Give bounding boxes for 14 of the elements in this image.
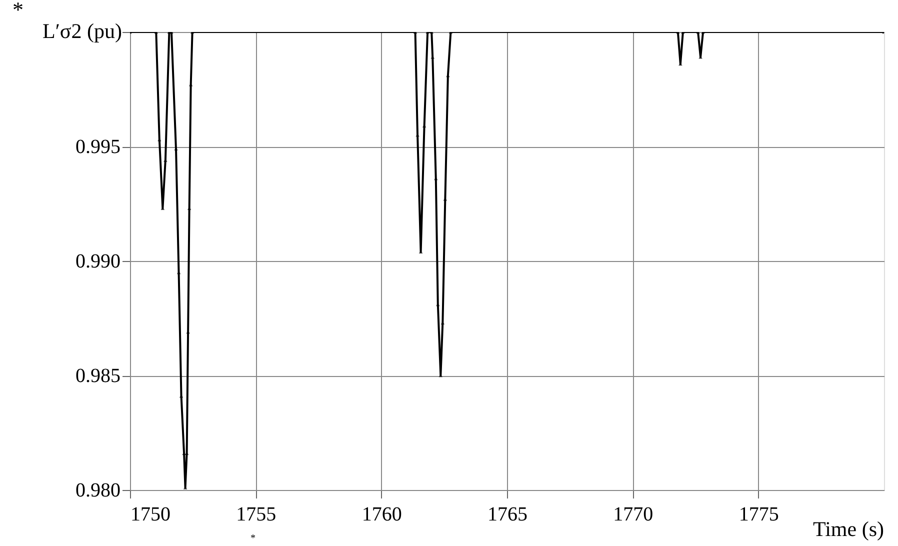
x-axis-title: Time (s) xyxy=(813,517,884,541)
y-tick-label: 0.985 xyxy=(76,365,120,387)
x-tick-label: 1770 xyxy=(613,504,654,526)
x-tick-label: 1750 xyxy=(130,504,170,526)
y-tick-label: 0.995 xyxy=(76,136,120,158)
x-tick-label: 1755 xyxy=(236,504,276,526)
x-tick-label: 1760 xyxy=(362,504,402,526)
y-tick-label: 0.980 xyxy=(76,480,120,502)
y-tick-label: 0.990 xyxy=(76,250,120,272)
text: * xyxy=(250,533,256,544)
x-tick-label: 1775 xyxy=(738,504,779,526)
y-axis-title: L′σ2 (pu) xyxy=(42,19,122,43)
x-tick-label: 1765 xyxy=(488,504,528,526)
text: * xyxy=(12,0,24,22)
